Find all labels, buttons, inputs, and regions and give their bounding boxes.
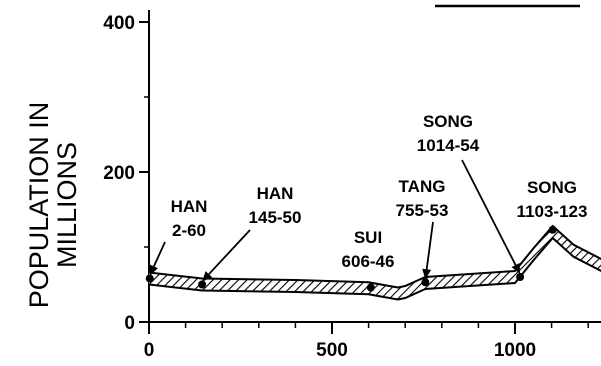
population-band-lower-edge [148,236,601,301]
dynasty-point [198,280,207,289]
annotation-song-early-name: SONG [423,112,473,131]
y-axis-ticks: 0 200 400 [103,13,149,334]
annotation-arrow-line [425,221,434,270]
annotation-arrows [149,159,521,282]
y-tick-label: 200 [103,163,135,184]
annotation-song-late: SONG 1103-123 [517,178,588,221]
annotation-tang: TANG 755-53 [396,177,449,220]
annotation-arrowhead [149,264,158,276]
y-tick-label: 400 [103,13,135,34]
annotation-sui-years: 606-46 [342,252,395,271]
y-axis-label: POPULATION IN MILLIONS [24,102,82,309]
x-tick-label: 500 [316,340,348,361]
annotation-han-early-name: HAN [171,197,208,216]
annotation-sui: SUI 606-46 [342,228,395,271]
annotation-arrowhead [422,268,432,280]
annotation-tang-years: 755-53 [396,201,449,220]
dynasty-point [366,283,375,292]
annotation-arrow-line [461,159,517,266]
annotation-han-late-name: HAN [257,184,294,203]
annotation-tang-name: TANG [399,177,446,196]
annotation-han-late: HAN 145-50 [249,184,302,227]
annotation-arrow-line [153,241,166,267]
annotation-song-early-years: 1014-54 [417,136,480,155]
x-tick-label: 1000 [494,340,536,361]
y-tick-label: 0 [124,313,135,334]
dynasty-point [145,274,154,283]
annotation-sui-name: SUI [354,228,382,247]
annotation-arrowhead [202,271,213,282]
x-axis-ticks: 0 500 1000 [144,322,589,361]
annotation-song-early: SONG 1014-54 [417,112,480,155]
dynasty-point [516,273,525,281]
annotation-han-early: HAN 2-60 [171,197,208,240]
annotation-han-early-years: 2-60 [172,221,206,240]
annotation-arrow-line [208,229,251,275]
annotation-song-late-years: 1103-123 [517,202,588,221]
dynasty-points [145,225,557,292]
dynasty-point [548,225,557,234]
annotation-song-late-name: SONG [527,178,577,197]
dynasty-point [421,278,430,287]
y-axis-label-line1: POPULATION IN [24,102,54,309]
annotation-han-late-years: 145-50 [249,208,302,227]
annotation-arrowhead [511,263,521,274]
y-axis-label-line2: MILLIONS [52,142,82,268]
x-tick-label: 0 [144,340,155,361]
population-band-fill [149,226,601,300]
